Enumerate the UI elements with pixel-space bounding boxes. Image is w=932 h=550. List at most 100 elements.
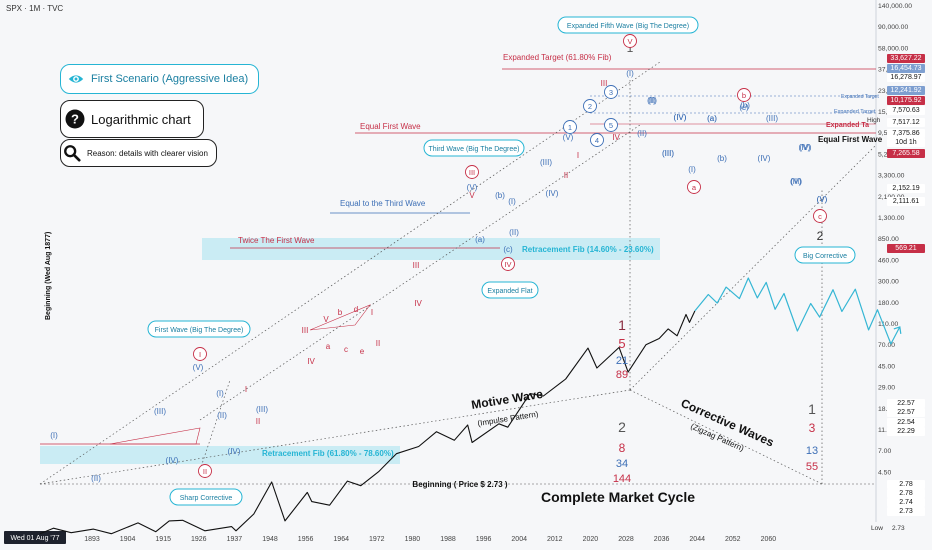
wave-label: (b) xyxy=(717,154,727,163)
projection-line xyxy=(694,277,901,345)
wave-label: (IV) xyxy=(799,143,812,152)
price-tag: 10d 1h xyxy=(887,138,925,147)
price-axis-tick: 18.00 xyxy=(878,406,895,413)
wave-label: (III) xyxy=(540,158,552,167)
wave-label: (IV) xyxy=(674,113,687,122)
wave-label: (II) xyxy=(637,129,647,138)
wave-label: (a) xyxy=(707,114,717,123)
circled-label-ring xyxy=(193,347,207,361)
price-axis-tick: 850.00 xyxy=(878,236,899,243)
beginning-price-label: Beginning ( Price $ 2.73 ) xyxy=(412,480,507,489)
circled-label-ring xyxy=(563,120,577,134)
wave-label: (II) xyxy=(509,228,519,237)
price-axis-tick: 300.00 xyxy=(878,279,899,286)
circled-label: IV xyxy=(504,260,511,269)
price-axis-tick: 45.00 xyxy=(878,363,895,370)
wave-label: (a) xyxy=(475,235,485,244)
price-history-line xyxy=(39,310,696,535)
wave-label: (III) xyxy=(790,177,802,186)
big-corrective-tag-box xyxy=(794,246,856,264)
eye-icon xyxy=(68,75,84,83)
high-label: High xyxy=(867,117,881,124)
fib-number: 2 xyxy=(817,229,824,243)
third-wave-tag-box xyxy=(423,139,525,157)
price-axis-tick: 460.00 xyxy=(878,257,899,264)
impulse-pattern-label: (Impulse Pattern) xyxy=(477,409,539,428)
circled-label-ring xyxy=(465,165,479,179)
wave-label: (I) xyxy=(688,165,696,174)
price-axis-tick: 1,300.00 xyxy=(878,215,905,222)
symbol-header: SPX · 1M · TVC xyxy=(6,4,64,13)
sharp-corrective-tag: Sharp Corrective xyxy=(180,495,233,502)
price-tag: 569.21 xyxy=(887,244,925,253)
axis-background xyxy=(876,0,932,550)
first-wave-tag-box xyxy=(147,320,251,338)
wave-label: (III) xyxy=(662,149,674,158)
circled-label-ring xyxy=(501,257,515,271)
price-tag: 7,517.12 xyxy=(887,118,925,127)
fib-number: 1 xyxy=(627,41,634,55)
reason-label: Reason: details with clearer vision xyxy=(87,148,208,158)
time-axis-tick: 2004 xyxy=(511,536,527,543)
fib-number: 144 xyxy=(613,473,631,485)
retracement-upper-label: Retracement Fib (14.60% - 23.60%) xyxy=(522,245,654,254)
fib-number: 1 xyxy=(808,401,816,417)
wave-label: (II) xyxy=(91,474,101,483)
wave-label: (I) xyxy=(216,389,224,398)
expanded-flat-tag: Expanded Flat xyxy=(487,288,532,295)
equal-third-label: Equal to the Third Wave xyxy=(340,199,426,208)
svg-text:?: ? xyxy=(71,112,79,127)
projection-arrow xyxy=(893,326,902,334)
wave-label: (b) xyxy=(740,101,750,110)
price-tag: 2.74 xyxy=(887,498,925,507)
circled-label: a xyxy=(692,183,697,192)
time-axis-tick: 1996 xyxy=(476,536,492,543)
price-tag: 2,152.19 xyxy=(887,184,925,193)
wave-label: (IV) xyxy=(758,154,771,163)
circled-label: c xyxy=(818,212,822,221)
fib-number: 8 xyxy=(619,441,626,455)
time-axis-tick: Wed 01 Aug '77 xyxy=(10,535,59,542)
wave-label: III xyxy=(302,326,309,335)
wave-label: (III) xyxy=(154,407,166,416)
first-scenario-pill: First Scenario (Aggressive Idea) xyxy=(60,64,260,94)
expanded-target-small-3: Expanded Ta xyxy=(826,122,869,129)
wave-label: (c) xyxy=(503,245,513,254)
price-tag: 16,278.97 xyxy=(887,73,925,82)
fib-number: 13 xyxy=(806,445,818,457)
price-axis-tick: 90,000.00 xyxy=(878,24,908,31)
price-axis-tick: 58,000.00 xyxy=(878,45,908,52)
equal-first-wave-label: Equal First Wave xyxy=(360,122,421,131)
wave-label: (IV) xyxy=(166,456,179,465)
time-axis-tick: 1915 xyxy=(155,536,171,543)
y-axis-label: Beginning (Wed Aug 1877) xyxy=(45,232,52,320)
third-wave-tag: Third Wave (Big The Degree) xyxy=(428,146,519,153)
price-tag: 12,241.92 xyxy=(887,86,925,95)
wave-label: (III) xyxy=(766,114,778,123)
price-tag: 10,175.92 xyxy=(887,96,925,105)
circled-label-ring xyxy=(198,464,212,478)
wave-label: a xyxy=(326,342,331,351)
fib-number: 55 xyxy=(806,461,818,473)
price-axis-tick: 4.50 xyxy=(878,469,891,476)
motive-wave-label: Motive Wave xyxy=(470,387,544,412)
wave-label: (V) xyxy=(467,183,478,192)
time-axis-tick: 1956 xyxy=(298,536,314,543)
circled-label: 5 xyxy=(609,121,613,130)
retracement-band-upper xyxy=(202,238,660,260)
price-axis-tick: 29.00 xyxy=(878,385,895,392)
circled-label-ring xyxy=(583,99,597,113)
price-axis-tick: 110.00 xyxy=(878,321,899,328)
channel-upper xyxy=(39,61,661,485)
time-axis-tick: 1904 xyxy=(120,536,136,543)
circled-label-ring xyxy=(623,34,637,48)
wave-label: c xyxy=(344,345,348,354)
fib-number: 89 xyxy=(616,369,628,381)
price-tag: 33,627.22 xyxy=(887,54,925,63)
fib-number: 2 xyxy=(618,419,626,435)
circled-label: II xyxy=(203,467,207,476)
wave-label: II xyxy=(564,171,568,180)
low-label: Low xyxy=(871,525,883,532)
wave-label: I xyxy=(577,151,579,160)
circled-label: III xyxy=(469,168,475,177)
